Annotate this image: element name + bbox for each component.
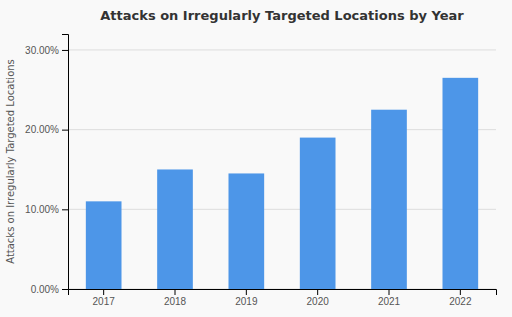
x-tick: 2017 xyxy=(93,289,116,307)
bar xyxy=(86,201,122,289)
y-axis-line xyxy=(62,35,69,290)
grid-line xyxy=(68,49,496,50)
x-tick-mark xyxy=(175,289,176,295)
bar xyxy=(443,78,479,289)
x-tick-mark xyxy=(317,289,318,295)
bar xyxy=(229,173,265,289)
grid-line xyxy=(68,209,496,210)
x-tick: 2021 xyxy=(378,289,401,307)
bar xyxy=(371,110,407,289)
title: Attacks on Irregularly Targeted Location… xyxy=(100,8,464,23)
y-tick-label: 20.00% xyxy=(25,124,59,135)
bars xyxy=(86,78,478,289)
y-axis: 0.00% 10.00% 20.00% 30.00% xyxy=(25,35,68,295)
x-axis: 2017 2018 2019 2020 2021 2022 xyxy=(69,289,497,307)
x-tick-mark xyxy=(389,289,390,295)
x-tick-label: 2017 xyxy=(93,296,116,307)
y-axis-title: Attacks on Irregularly Targeted Location… xyxy=(5,59,16,264)
y-tick-label: 0.00% xyxy=(31,284,59,295)
grid xyxy=(68,50,496,289)
y-tick: 0.00% xyxy=(31,284,68,295)
x-tick-label: 2021 xyxy=(378,296,401,307)
y-tick-mark xyxy=(62,289,68,290)
x-tick: 2020 xyxy=(307,289,330,307)
y-tick-mark xyxy=(62,209,68,210)
x-tick: 2018 xyxy=(164,289,187,307)
plot: 0.00%10.00%20.00%30.00%20172018201920202… xyxy=(25,35,496,308)
x-tick-mark xyxy=(460,289,461,295)
x-tick: 2022 xyxy=(449,289,472,307)
y-tick-mark xyxy=(62,130,68,131)
y-tick: 10.00% xyxy=(25,204,68,215)
chart: 0.00%10.00%20.00%30.00%20172018201920202… xyxy=(0,0,512,317)
bar xyxy=(300,138,336,289)
y-tick: 30.00% xyxy=(25,45,68,56)
bar xyxy=(157,169,193,289)
x-tick-label: 2018 xyxy=(164,296,187,307)
grid-line xyxy=(68,129,496,130)
x-tick-mark xyxy=(103,289,104,295)
x-tick: 2019 xyxy=(235,289,258,307)
x-tick-label: 2019 xyxy=(235,296,258,307)
x-tick-mark xyxy=(246,289,247,295)
y-tick-label: 10.00% xyxy=(25,204,59,215)
y-tick-mark xyxy=(62,50,68,51)
y-tick: 20.00% xyxy=(25,124,68,135)
y-tick-label: 30.00% xyxy=(25,45,59,56)
x-axis-line xyxy=(69,290,497,296)
x-tick-label: 2022 xyxy=(449,296,472,307)
x-tick-label: 2020 xyxy=(307,296,330,307)
